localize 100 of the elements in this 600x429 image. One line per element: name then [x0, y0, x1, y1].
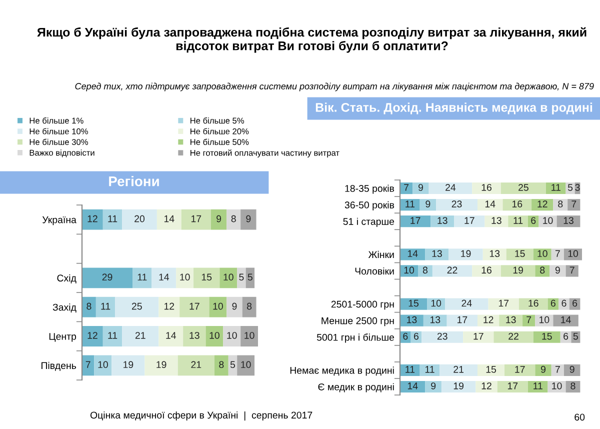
data-label: 7	[555, 366, 560, 373]
chart-title: Вік. Стать. Дохід. Наявність медика в родині	[316, 102, 592, 114]
data-label: 10	[180, 274, 190, 281]
bar	[112, 355, 145, 376]
bar	[500, 182, 546, 194]
bar	[482, 248, 506, 260]
data-label: 13	[564, 217, 574, 224]
data-label: 13	[407, 316, 417, 324]
bar	[502, 199, 532, 211]
data-label: 16	[482, 184, 492, 191]
data-label: 12	[484, 316, 494, 324]
data-label: 3	[575, 184, 580, 191]
bar	[194, 268, 220, 288]
bar	[500, 265, 536, 277]
bar	[477, 199, 503, 211]
bar	[412, 182, 429, 194]
data-label: 19	[454, 382, 464, 390]
data-label: 9	[431, 382, 436, 390]
data-label: 11	[534, 382, 542, 390]
data-label: 7	[86, 361, 90, 368]
bar	[558, 298, 570, 310]
bar	[566, 265, 578, 277]
bar	[504, 364, 536, 376]
data-label: 6	[550, 300, 556, 307]
bar	[430, 216, 454, 228]
data-label: 6	[562, 300, 566, 307]
data-label: 16	[512, 200, 522, 208]
legend-label: Важко відповісти	[30, 150, 94, 158]
data-label: 10	[543, 217, 553, 224]
data-label: 16	[482, 266, 492, 274]
data-label: 7	[404, 184, 409, 191]
bar	[553, 314, 578, 326]
bar	[454, 216, 485, 228]
data-label: 7	[526, 316, 532, 324]
data-label: 5	[230, 361, 236, 368]
data-label: 5	[248, 274, 252, 281]
data-label: 23	[437, 332, 448, 340]
data-label: 13	[430, 316, 440, 324]
data-label: 6	[564, 332, 568, 340]
bar	[214, 355, 228, 376]
data-label: 11	[514, 217, 523, 224]
bar	[102, 209, 122, 230]
y-tick-label: Є медик в родині	[318, 383, 394, 392]
data-label: 12	[164, 302, 174, 310]
bar	[228, 355, 238, 376]
data-label: 11	[552, 184, 560, 191]
data-label: 20	[134, 215, 145, 222]
data-label: 17	[508, 382, 518, 390]
bar	[156, 209, 182, 230]
data-label: 8	[219, 361, 224, 368]
bar	[82, 296, 96, 318]
bar	[494, 331, 534, 343]
data-label: 8	[247, 302, 252, 310]
legend-label: Не більше 10%	[30, 128, 88, 134]
y-tick-label: Захід	[52, 304, 76, 313]
data-label: 10	[404, 266, 414, 274]
bar	[144, 355, 178, 376]
bar	[240, 209, 256, 230]
chart-title: Регіони	[109, 176, 159, 186]
data-label: 12	[88, 215, 98, 222]
bar	[183, 326, 206, 346]
bar	[522, 314, 536, 326]
data-label: 9	[418, 184, 423, 191]
data-label: 17	[474, 332, 484, 340]
bar	[94, 355, 112, 376]
y-tick-label: 18-35 років	[345, 184, 394, 194]
bar	[122, 326, 159, 346]
bar	[422, 331, 464, 343]
data-label: 14	[408, 250, 418, 257]
bar	[246, 268, 255, 288]
legend-label: Не готовий оплачувати частину витрат	[190, 150, 340, 158]
bar	[180, 296, 210, 318]
bar	[472, 265, 501, 277]
data-label: 6	[403, 332, 408, 340]
y-tick-label: 5001 грн і більше	[316, 334, 394, 343]
data-label: 13	[492, 217, 502, 224]
data-label: 15	[408, 300, 419, 307]
bar	[499, 314, 523, 326]
data-label: 9	[426, 200, 430, 208]
data-label: 9	[570, 366, 574, 373]
data-label: 14	[159, 274, 170, 280]
data-label: 10	[241, 361, 251, 368]
data-label: 22	[447, 266, 458, 274]
data-label: 19	[156, 361, 166, 368]
bar	[400, 298, 428, 310]
data-label: 11	[108, 332, 118, 339]
data-label: 17	[410, 217, 420, 224]
bar	[551, 248, 564, 260]
bar	[440, 364, 478, 376]
data-label: 10	[538, 250, 548, 258]
data-label: 14	[561, 316, 571, 324]
bar	[535, 265, 550, 277]
data-label: 12	[88, 332, 98, 339]
data-label: 17	[458, 316, 468, 324]
y-tick-label: Південь	[42, 362, 76, 371]
data-label: 11	[406, 366, 414, 373]
bar	[82, 326, 103, 346]
data-label: 12	[538, 200, 548, 208]
bar	[528, 380, 548, 393]
data-label: 15	[515, 250, 525, 258]
